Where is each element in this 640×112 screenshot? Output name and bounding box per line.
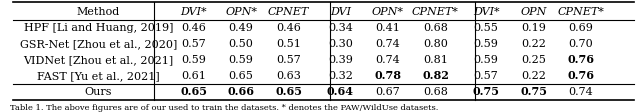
- Text: 0.32: 0.32: [328, 71, 353, 81]
- Text: CPNET: CPNET: [268, 7, 309, 17]
- Text: Method: Method: [77, 7, 120, 17]
- Text: 0.50: 0.50: [228, 39, 253, 49]
- Text: Ours: Ours: [85, 87, 113, 97]
- Text: 0.78: 0.78: [374, 70, 401, 81]
- Text: 0.25: 0.25: [521, 55, 546, 65]
- Text: 0.65: 0.65: [275, 86, 302, 97]
- Text: 0.75: 0.75: [520, 86, 547, 97]
- Text: 0.81: 0.81: [423, 55, 448, 65]
- Text: 0.63: 0.63: [276, 71, 301, 81]
- Text: 0.80: 0.80: [423, 39, 448, 49]
- Text: 0.65: 0.65: [228, 71, 253, 81]
- Text: 0.74: 0.74: [569, 87, 593, 97]
- Text: 0.57: 0.57: [276, 55, 301, 65]
- Text: 0.19: 0.19: [521, 23, 546, 33]
- Text: 0.64: 0.64: [327, 86, 354, 97]
- Text: 0.82: 0.82: [422, 70, 449, 81]
- Text: GSR-Net [Zhou et al., 2020]: GSR-Net [Zhou et al., 2020]: [20, 39, 177, 49]
- Text: HPF [Li and Huang, 2019]: HPF [Li and Huang, 2019]: [24, 23, 173, 33]
- Text: FAST [Yu et al., 2021]: FAST [Yu et al., 2021]: [37, 71, 160, 81]
- Text: OPN: OPN: [520, 7, 547, 17]
- Text: Table 1. The above figures are of our used to train the datasets. * denotes the : Table 1. The above figures are of our us…: [10, 104, 438, 112]
- Text: 0.39: 0.39: [328, 55, 353, 65]
- Text: 0.59: 0.59: [474, 55, 499, 65]
- Text: 0.57: 0.57: [474, 71, 499, 81]
- Text: CPNET*: CPNET*: [557, 7, 605, 17]
- Text: 0.74: 0.74: [376, 39, 401, 49]
- Text: 0.69: 0.69: [569, 23, 593, 33]
- Text: 0.66: 0.66: [228, 86, 255, 97]
- Text: DVI*: DVI*: [180, 7, 207, 17]
- Text: 0.55: 0.55: [474, 23, 499, 33]
- Text: 0.61: 0.61: [181, 71, 206, 81]
- Text: VIDNet [Zhou et al., 2021]: VIDNet [Zhou et al., 2021]: [24, 55, 173, 65]
- Text: DVI: DVI: [330, 7, 351, 17]
- Text: 0.59: 0.59: [228, 55, 253, 65]
- Text: CPNET*: CPNET*: [412, 7, 459, 17]
- Text: 0.70: 0.70: [569, 39, 593, 49]
- Text: 0.74: 0.74: [376, 55, 401, 65]
- Text: 0.41: 0.41: [376, 23, 401, 33]
- Text: 0.51: 0.51: [276, 39, 301, 49]
- Text: 0.59: 0.59: [181, 55, 206, 65]
- Text: OPN*: OPN*: [372, 7, 404, 17]
- Text: 0.22: 0.22: [521, 71, 546, 81]
- Text: 0.68: 0.68: [423, 23, 448, 33]
- Text: 0.76: 0.76: [568, 70, 595, 81]
- Text: 0.46: 0.46: [276, 23, 301, 33]
- Text: 0.34: 0.34: [328, 23, 353, 33]
- Text: 0.75: 0.75: [472, 86, 500, 97]
- Text: 0.59: 0.59: [474, 39, 499, 49]
- Text: 0.49: 0.49: [228, 23, 253, 33]
- Text: 0.57: 0.57: [181, 39, 206, 49]
- Text: 0.67: 0.67: [376, 87, 401, 97]
- Text: 0.76: 0.76: [568, 54, 595, 65]
- Text: 0.65: 0.65: [180, 86, 207, 97]
- Text: 0.46: 0.46: [181, 23, 206, 33]
- Text: OPN*: OPN*: [225, 7, 257, 17]
- Text: 0.22: 0.22: [521, 39, 546, 49]
- Text: 0.30: 0.30: [328, 39, 353, 49]
- Text: 0.68: 0.68: [423, 87, 448, 97]
- Text: DVI*: DVI*: [473, 7, 499, 17]
